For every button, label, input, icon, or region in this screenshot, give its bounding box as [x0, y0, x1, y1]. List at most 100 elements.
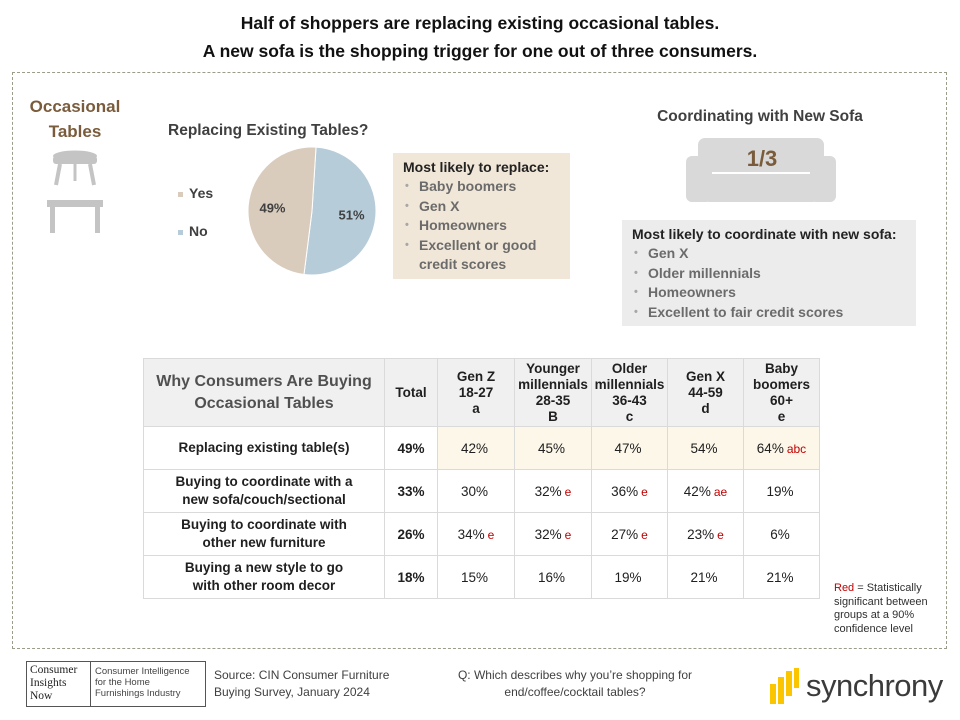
- value-cell: 21%: [667, 555, 744, 599]
- replace-box-title: Most likely to replace:: [403, 159, 550, 175]
- replace-list: • Baby boomers • Gen X • Homeowners • Excell…: [403, 177, 560, 275]
- value-text: 54%: [690, 440, 718, 456]
- sofa-fraction: 1/3: [746, 146, 778, 171]
- col-header-line: boomers: [752, 376, 810, 392]
- row-label-line: Buying to coordinate with a: [175, 474, 353, 489]
- cin-logo-tagline: Consumer Intelligence for the Home Furni…: [91, 662, 205, 706]
- legend-item-yes: Yes: [178, 185, 213, 201]
- value-text: 23%: [687, 526, 715, 542]
- col-header-gen-x: Gen X 44-59 d: [667, 358, 744, 427]
- coordinate-item-text: Homeowners: [648, 284, 736, 300]
- value-text: 19%: [766, 483, 794, 499]
- replace-item-text: Excellent or good: [419, 236, 537, 253]
- col-header-line: B: [548, 408, 558, 424]
- logo-tagline-line: Consumer Intelligence: [95, 666, 190, 677]
- col-header-line: 28-35: [535, 392, 571, 408]
- significance-marker: e: [564, 527, 572, 542]
- bullet-icon: •: [634, 266, 638, 279]
- row-label-line: Replacing existing table(s): [178, 440, 350, 455]
- col-header-baby-boomers: Baby boomers 60+ e: [743, 358, 820, 427]
- row-label: Buying to coordinate with a new sofa/couc…: [143, 469, 385, 513]
- replace-item-text: Gen X: [419, 197, 460, 214]
- col-header-line: Gen X: [685, 368, 725, 384]
- value-cell: 42%: [437, 426, 515, 470]
- col-header-line: a: [472, 400, 480, 416]
- round-side-table-icon: [53, 150, 97, 186]
- row-label-line: Buying to coordinate with: [181, 517, 347, 532]
- replace-item-continued: credit scores: [403, 255, 560, 275]
- table-row: Buying to coordinate with other new furni…: [143, 512, 820, 556]
- bullet-icon: •: [405, 180, 409, 192]
- value-cell: 6%: [743, 512, 820, 556]
- coordinate-box-title: Most likely to coordinate with new sofa:: [632, 226, 897, 242]
- value-text: 36%: [611, 483, 639, 499]
- significance-marker: e: [487, 527, 495, 542]
- table-header-row: Why Consumers Are Buying Occasional Tabl…: [143, 358, 820, 427]
- pie-slice-yes: [247, 146, 317, 276]
- total-cell: 33%: [384, 469, 438, 513]
- col-header-line: Older: [611, 360, 648, 376]
- value-cell: 27% e: [591, 512, 668, 556]
- pie-label-yes: 49%: [259, 200, 285, 215]
- bullet-icon: •: [634, 286, 638, 298]
- value-text: 6%: [770, 526, 790, 542]
- coordinate-list: • Gen X • Older millennials • Homeowners • E…: [632, 244, 906, 322]
- significance-marker: ae: [713, 484, 728, 499]
- headline-line-2: A new sofa is the shopping trigger for o…: [202, 41, 758, 61]
- significance-marker: e: [641, 527, 648, 542]
- total-cell: 18%: [384, 555, 438, 599]
- value-cell: 45%: [514, 426, 592, 470]
- sofa-icon: [686, 138, 836, 202]
- survey-question: Q: Which describes why you’re shopping f…: [440, 667, 710, 701]
- legend-swatch-no: [178, 229, 183, 235]
- significance-marker: abc: [786, 441, 807, 456]
- value-cell: 30%: [437, 469, 515, 513]
- value-text: 32%: [534, 483, 562, 499]
- bullet-icon: •: [405, 238, 409, 251]
- significance-marker: e: [717, 527, 724, 542]
- reasons-table: Why Consumers Are Buying Occasional Tabl…: [143, 358, 820, 599]
- value-text: 45%: [537, 440, 566, 456]
- col-header-line: Gen Z: [456, 368, 496, 384]
- logo-word: Now: [30, 690, 53, 702]
- pie-label-no: 51%: [338, 208, 364, 223]
- coordinate-item-text: Excellent to fair credit scores: [648, 303, 844, 320]
- replace-item: • Baby boomers: [403, 177, 560, 197]
- question-line-1: Q: Which describes why you’re shopping f…: [457, 668, 693, 682]
- section-title-line-2: Tables: [48, 122, 102, 141]
- cin-logo: Consumer Insights Now Consumer Intellige…: [26, 661, 206, 707]
- value-cell: 21%: [743, 555, 820, 599]
- col-header-line: 36-43: [612, 392, 647, 408]
- most-likely-replace-box: Most likely to replace: • Baby boomers • G…: [393, 153, 570, 279]
- bullet-icon: •: [634, 247, 638, 259]
- row-label-line: new sofa/couch/sectional: [182, 492, 346, 507]
- table-row: Buying to coordinate with a new sofa/couc…: [143, 469, 820, 513]
- pie-chart: 51% 49%: [247, 146, 377, 276]
- coordinate-item: • Gen X: [632, 244, 906, 264]
- value-cell: 19%: [591, 555, 668, 599]
- col-header-line: Younger: [526, 360, 580, 376]
- coordinate-item-text: Older millennials: [648, 264, 761, 281]
- note-line-3: groups at a 90%: [834, 609, 915, 621]
- legend-swatch-yes: [178, 191, 183, 197]
- coffee-table-icon: [47, 200, 103, 233]
- value-text: 27%: [611, 526, 639, 542]
- col-header-line: Baby: [764, 360, 798, 376]
- col-header-line: 60+: [770, 392, 793, 408]
- value-text: 64%: [756, 440, 784, 456]
- section-title-line-1: Occasional: [29, 97, 121, 116]
- value-text: 42%: [683, 483, 711, 499]
- note-line-1-rest: = Statistically: [854, 582, 922, 594]
- bullet-icon: •: [634, 305, 638, 318]
- col-header-line: d: [701, 400, 710, 416]
- coordinate-item: • Homeowners: [632, 283, 906, 303]
- content-frame: [12, 72, 947, 649]
- value-text: 21%: [766, 569, 794, 585]
- significance-note: Red = Statistically significant between …: [834, 582, 946, 636]
- most-likely-coordinate-box: Most likely to coordinate with new sofa:…: [622, 220, 916, 326]
- value-cell: 15%: [437, 555, 515, 599]
- replace-item-text: credit scores: [419, 256, 507, 272]
- table-title-line-2: Occasional Tables: [194, 394, 334, 412]
- note-line-2: significant between: [834, 595, 928, 608]
- table-body: Replacing existing table(s) 49% 42% 45% 47% 5…: [143, 426, 820, 599]
